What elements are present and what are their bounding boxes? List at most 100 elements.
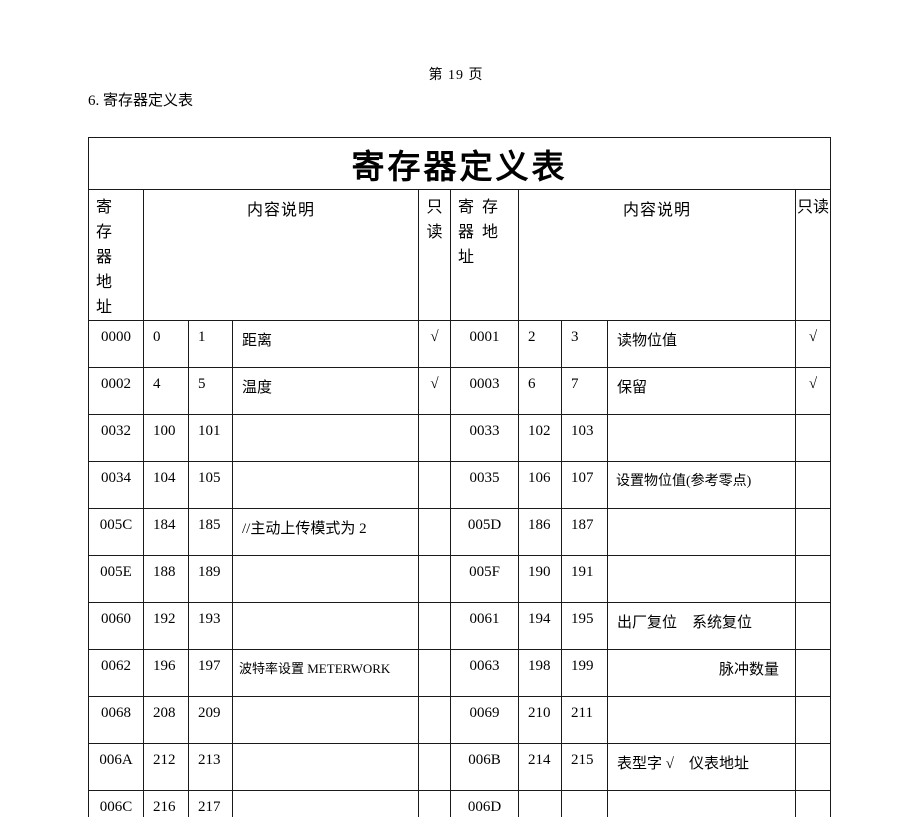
cell-byte-low-right: 106 [518, 461, 562, 509]
cell-register-address-left: 005E [88, 555, 144, 603]
cell-description-left [232, 696, 419, 744]
cell-byte-high-right: 7 [561, 367, 608, 415]
cell-readonly-flag-right: √ [794, 367, 832, 415]
cell-register-address-left: 0002 [88, 367, 144, 415]
cell-register-address-right: 0003 [450, 367, 519, 415]
cell-byte-high-left: 105 [188, 461, 233, 509]
table-title: 寄存器定义表 [87, 137, 832, 190]
cell-readonly-flag-right: √ [794, 320, 832, 368]
cell-description-left [232, 790, 419, 817]
header-readonly-left: 只读 [418, 189, 451, 321]
cell-description-left [232, 743, 419, 791]
cell-readonly-flag-left [418, 461, 451, 509]
table-row: 005E 188 189 005F 190 191 [88, 555, 832, 603]
table-row: 005C 184 185//主动上传模式为 2 005D 186 187 [88, 508, 832, 556]
cell-byte-low-left: 196 [143, 649, 189, 697]
cell-readonly-flag-left [418, 696, 451, 744]
cell-byte-high-left: 1 [188, 320, 233, 368]
cell-byte-high-right: 107 [561, 461, 608, 509]
cell-byte-high-left: 217 [188, 790, 233, 817]
cell-byte-low-left: 216 [143, 790, 189, 817]
table-row: 0000 0 1 距离 √ 0001 2 3 读物位值 √ [88, 320, 832, 368]
header-description-left: 内容说明 [143, 189, 419, 321]
cell-byte-low-left: 4 [143, 367, 189, 415]
cell-description-right: 脉冲数量 [607, 649, 796, 697]
register-table: 寄存器定义表 寄存器地址 内容说明 只读 寄存器地址 内容说明 只读 0000 0… [87, 137, 832, 817]
cell-byte-low-left: 184 [143, 508, 189, 556]
cell-description-left [232, 461, 419, 509]
cell-byte-high-left: 193 [188, 602, 233, 650]
cell-description-right: 读物位值 [607, 320, 796, 368]
cell-register-address-right: 0033 [450, 414, 519, 462]
cell-register-address-left: 0032 [88, 414, 144, 462]
cell-byte-high-left: 209 [188, 696, 233, 744]
cell-byte-low-left: 100 [143, 414, 189, 462]
cell-byte-low-right: 6 [518, 367, 562, 415]
header-description-right: 内容说明 [518, 189, 796, 321]
cell-readonly-flag-right [794, 461, 832, 509]
cell-byte-high-right: 195 [561, 602, 608, 650]
cell-description-left: //主动上传模式为 2 [232, 508, 419, 556]
cell-description-right: 表型字 √ 仪表地址 [607, 743, 796, 791]
cell-description-left: 距离 [232, 320, 419, 368]
cell-readonly-flag-left [418, 649, 451, 697]
cell-description-left [232, 414, 419, 462]
cell-byte-high-left: 185 [188, 508, 233, 556]
cell-register-address-right: 005F [450, 555, 519, 603]
cell-byte-high-right: 103 [561, 414, 608, 462]
cell-description-right [607, 790, 796, 817]
table-row: 0060 192 193 0061 194 195 出厂复位 系统复位 [88, 602, 832, 650]
cell-description-right [607, 555, 796, 603]
table-row: 0034 104 105 0035 106 107 设置物位值(参考零点) [88, 461, 832, 509]
cell-register-address-right: 0061 [450, 602, 519, 650]
cell-byte-high-left: 213 [188, 743, 233, 791]
header-readonly-right: 只读 [794, 189, 832, 321]
cell-byte-high-right: 3 [561, 320, 608, 368]
header-address-left: 寄存器地址 [88, 189, 144, 321]
cell-readonly-flag-left [418, 555, 451, 603]
cell-register-address-right: 005D [450, 508, 519, 556]
cell-byte-high-right: 215 [561, 743, 608, 791]
cell-register-address-left: 006A [88, 743, 144, 791]
cell-readonly-flag-right [794, 649, 832, 697]
cell-readonly-flag-right [794, 602, 832, 650]
cell-byte-high-right [561, 790, 608, 817]
cell-byte-high-right: 211 [561, 696, 608, 744]
cell-readonly-flag-left [418, 602, 451, 650]
cell-byte-high-left: 101 [188, 414, 233, 462]
cell-description-right: 设置物位值(参考零点) [607, 461, 796, 509]
cell-readonly-flag-left [418, 508, 451, 556]
cell-byte-low-left: 208 [143, 696, 189, 744]
cell-description-left [232, 555, 419, 603]
table-row: 0068 208 209 0069 210 211 [88, 696, 832, 744]
cell-register-address-left: 0068 [88, 696, 144, 744]
cell-byte-low-left: 212 [143, 743, 189, 791]
table-row: 0062 196 197 波特率设置 METERWORK 0063 198 199 脉冲数量 [88, 649, 832, 697]
cell-byte-low-right: 194 [518, 602, 562, 650]
cell-register-address-right: 0001 [450, 320, 519, 368]
cell-byte-low-right: 210 [518, 696, 562, 744]
cell-register-address-left: 0000 [88, 320, 144, 368]
table-header-row: 寄存器地址 内容说明 只读 寄存器地址 内容说明 只读 [88, 189, 832, 321]
cell-register-address-right: 006B [450, 743, 519, 791]
cell-byte-high-left: 189 [188, 555, 233, 603]
cell-description-left: 温度 [232, 367, 419, 415]
cell-byte-high-left: 5 [188, 367, 233, 415]
cell-readonly-flag-right [794, 414, 832, 462]
page-number: 第 19 页 [428, 68, 484, 83]
register-table-container: 寄存器定义表 寄存器地址 内容说明 只读 寄存器地址 内容说明 只读 0000 0… [87, 137, 832, 817]
cell-readonly-flag-left: √ [418, 320, 451, 368]
cell-description-right [607, 696, 796, 744]
cell-register-address-right: 0063 [450, 649, 519, 697]
cell-byte-high-right: 199 [561, 649, 608, 697]
cell-byte-low-left: 104 [143, 461, 189, 509]
cell-readonly-flag-left [418, 790, 451, 817]
table-title-row: 寄存器定义表 [87, 137, 832, 190]
cell-description-right: 保留 [607, 367, 796, 415]
cell-byte-low-right: 186 [518, 508, 562, 556]
cell-byte-high-left: 197 [188, 649, 233, 697]
cell-description-right [607, 508, 796, 556]
cell-register-address-left: 0034 [88, 461, 144, 509]
cell-readonly-flag-right [794, 790, 832, 817]
